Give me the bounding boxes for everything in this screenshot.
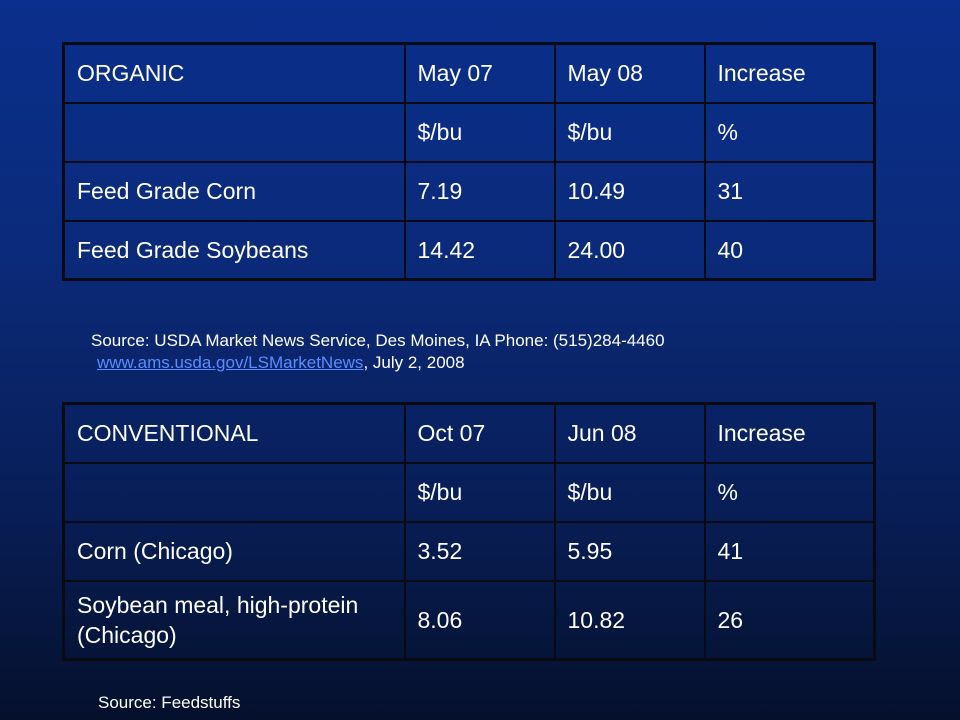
increase-cell: 26 (703, 579, 876, 661)
price-cell-period-2: 10.82 (553, 579, 706, 661)
units-cell-period-1: $/bu (403, 461, 556, 523)
price-cell-period-1: 8.06 (403, 579, 556, 661)
commodity-cell: Feed Grade Soybeans (62, 219, 406, 281)
units-cell-empty (62, 461, 406, 523)
table-row: Soybean meal, high-protein (Chicago) 8.0… (62, 579, 876, 661)
units-cell-increase: % (703, 101, 876, 163)
price-cell-period-2: 10.49 (553, 160, 706, 222)
price-cell-period-2: 5.95 (553, 520, 706, 582)
usda-source-link-line: www.ams.usda.gov/LSMarketNews, July 2, 2… (97, 352, 465, 374)
feedstuffs-source-note: Source: Feedstuffs (98, 693, 241, 712)
table-header-row: CONVENTIONAL Oct 07 Jun 08 Increase (62, 402, 876, 464)
header-cell-period-1: May 07 (403, 42, 556, 104)
table-row: Feed Grade Soybeans 14.42 24.00 40 (62, 219, 876, 281)
increase-cell: 41 (703, 520, 876, 582)
increase-cell: 40 (703, 219, 876, 281)
table-units-row: $/bu $/bu % (62, 461, 876, 523)
price-cell-period-1: 3.52 (403, 520, 556, 582)
usda-source-note: Source: USDA Market News Service, Des Mo… (91, 331, 665, 350)
price-cell-period-2: 24.00 (553, 219, 706, 281)
header-cell-period-1: Oct 07 (403, 402, 556, 464)
table-units-row: $/bu $/bu % (62, 101, 876, 163)
header-cell-increase: Increase (703, 42, 876, 104)
commodity-cell: Corn (Chicago) (62, 520, 406, 582)
header-cell-period-2: Jun 08 (553, 402, 706, 464)
units-cell-increase: % (703, 461, 876, 523)
commodity-cell: Soybean meal, high-protein (Chicago) (62, 579, 406, 661)
increase-cell: 31 (703, 160, 876, 222)
units-cell-empty (62, 101, 406, 163)
conventional-price-table: CONVENTIONAL Oct 07 Jun 08 Increase $/bu… (62, 402, 876, 661)
table-row: Corn (Chicago) 3.52 5.95 41 (62, 520, 876, 582)
commodity-cell: Feed Grade Corn (62, 160, 406, 222)
table-header-row: ORGANIC May 07 May 08 Increase (62, 42, 876, 104)
header-cell-category: CONVENTIONAL (62, 402, 406, 464)
price-cell-period-1: 7.19 (403, 160, 556, 222)
header-cell-category: ORGANIC (62, 42, 406, 104)
organic-price-table: ORGANIC May 07 May 08 Increase $/bu $/bu… (62, 42, 876, 281)
units-cell-period-2: $/bu (553, 101, 706, 163)
units-cell-period-2: $/bu (553, 461, 706, 523)
table-row: Feed Grade Corn 7.19 10.49 31 (62, 160, 876, 222)
usda-market-news-link[interactable]: www.ams.usda.gov/LSMarketNews (97, 353, 364, 372)
usda-source-date: , July 2, 2008 (363, 353, 465, 372)
price-cell-period-1: 14.42 (403, 219, 556, 281)
header-cell-increase: Increase (703, 402, 876, 464)
header-cell-period-2: May 08 (553, 42, 706, 104)
units-cell-period-1: $/bu (403, 101, 556, 163)
